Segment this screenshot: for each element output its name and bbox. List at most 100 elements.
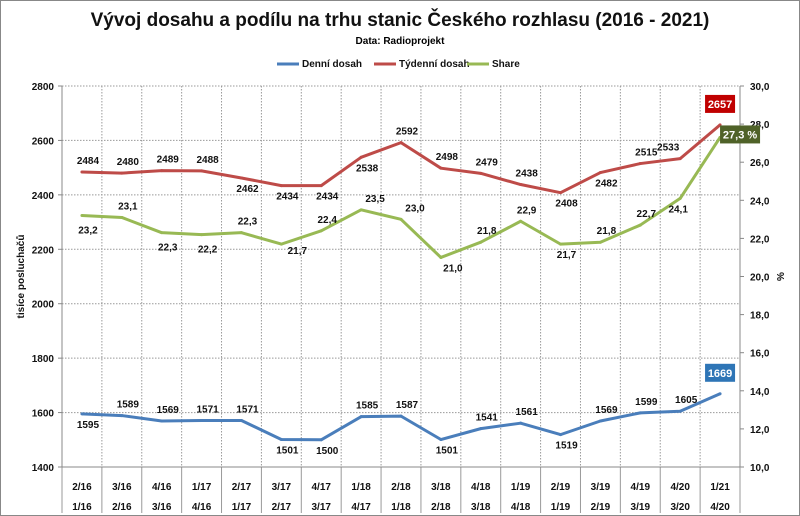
- data-label: 2434: [276, 192, 299, 203]
- data-label: 1589: [117, 400, 140, 411]
- data-point: [120, 414, 124, 418]
- data-point: [678, 157, 682, 161]
- x-tick-label-bottom: 3/19: [631, 502, 651, 513]
- data-label-callout: 27,3 %: [723, 129, 757, 141]
- legend-label: Týdenní dosah: [399, 59, 470, 70]
- data-label: 22,7: [637, 209, 657, 220]
- data-point: [718, 392, 722, 396]
- x-tick-label-top: 1/19: [511, 482, 531, 493]
- data-label: 2480: [117, 157, 140, 168]
- x-tick-label-bottom: 1/16: [72, 502, 92, 513]
- callout-box: [705, 94, 736, 113]
- data-label: 1585: [356, 401, 379, 412]
- data-point: [80, 170, 84, 174]
- data-point: [279, 438, 283, 442]
- data-label: 1605: [675, 395, 698, 406]
- data-label: 23,5: [365, 194, 385, 205]
- data-point: [479, 240, 483, 244]
- data-label: 1501: [436, 446, 459, 457]
- data-point: [678, 196, 682, 200]
- data-label: 1595: [77, 420, 100, 431]
- data-label: 22,9: [517, 205, 537, 216]
- x-tick-label-bottom: 2/17: [272, 502, 292, 513]
- data-point: [479, 171, 483, 175]
- y-axis-title: tisíce posluchačů: [15, 235, 27, 319]
- data-point: [239, 231, 243, 235]
- y2-tick-label: 30,0: [750, 82, 770, 93]
- chart-subtitle: Data: Radioprojekt: [355, 36, 445, 47]
- data-label: 2498: [436, 152, 459, 163]
- x-tick-label-bottom: 3/17: [312, 502, 332, 513]
- data-point: [359, 208, 363, 212]
- x-tick-label-bottom: 2/19: [591, 502, 611, 513]
- x-tick-label-top: 4/18: [471, 482, 491, 493]
- data-label: 2434: [316, 192, 339, 203]
- data-label: 21,7: [288, 246, 308, 257]
- data-point: [519, 219, 523, 223]
- y2-tick-label: 22,0: [750, 234, 770, 245]
- data-point: [160, 169, 164, 173]
- y2-tick-label: 26,0: [750, 158, 770, 169]
- data-point: [279, 184, 283, 188]
- x-tick-label-bottom: 2/16: [112, 502, 132, 513]
- x-tick-label-bottom: 1/18: [391, 502, 411, 513]
- x-tick-label-bottom: 4/20: [710, 502, 730, 513]
- x-tick-label-bottom: 1/17: [232, 502, 252, 513]
- x-tick-label-bottom: 3/18: [471, 502, 491, 513]
- data-point: [319, 438, 323, 442]
- data-point: [80, 214, 84, 218]
- y-tick-label: 1400: [32, 463, 55, 474]
- data-label: 1519: [555, 441, 578, 452]
- data-point: [559, 242, 563, 246]
- y2-tick-label: 16,0: [750, 349, 770, 360]
- data-label: 23,1: [118, 201, 138, 212]
- x-tick-label-top: 3/16: [112, 482, 132, 493]
- data-label: 1587: [396, 400, 419, 411]
- x-tick-label-bottom: 3/16: [152, 502, 172, 513]
- data-point: [200, 233, 204, 237]
- data-point: [638, 162, 642, 166]
- x-tick-label-top: 4/20: [670, 482, 690, 493]
- x-tick-label-top: 1/21: [710, 482, 730, 493]
- x-tick-label-top: 4/19: [631, 482, 651, 493]
- y-tick-label: 2400: [32, 191, 55, 202]
- x-tick-label-bottom: 4/17: [351, 502, 371, 513]
- y-tick-label: 1800: [32, 354, 55, 365]
- data-point: [439, 255, 443, 259]
- data-label: 22,3: [158, 243, 178, 254]
- data-label: 22,3: [238, 217, 258, 228]
- x-tick-label-top: 4/16: [152, 482, 172, 493]
- data-label: 21,8: [597, 226, 617, 237]
- data-label: 2462: [236, 184, 259, 195]
- data-label: 2592: [396, 127, 419, 138]
- x-tick-label-top: 2/16: [72, 482, 92, 493]
- data-label: 1569: [157, 405, 180, 416]
- data-label-callout: 1669: [708, 368, 732, 380]
- data-label: 1571: [196, 404, 219, 415]
- data-label: 2479: [476, 157, 499, 168]
- data-label: 1561: [516, 407, 539, 418]
- data-point: [439, 438, 443, 442]
- data-label: 2533: [657, 143, 680, 154]
- data-label-callout: 2657: [708, 99, 732, 111]
- data-point: [239, 418, 243, 422]
- data-point: [399, 217, 403, 221]
- data-point: [678, 409, 682, 413]
- data-label: 2482: [595, 179, 618, 190]
- data-point: [399, 414, 403, 418]
- data-label: 1599: [635, 397, 658, 408]
- data-point: [80, 412, 84, 416]
- data-label: 1569: [595, 405, 618, 416]
- x-tick-label-bottom: 3/20: [670, 502, 690, 513]
- chart-title: Vývoj dosahu a podílu na trhu stanic Čes…: [90, 10, 710, 31]
- x-tick-label-top: 2/17: [232, 482, 252, 493]
- data-point: [120, 215, 124, 219]
- y-tick-label: 1600: [32, 409, 55, 420]
- x-tick-label-top: 3/17: [272, 482, 292, 493]
- data-label: 2488: [196, 155, 219, 166]
- data-label: 2484: [77, 156, 100, 167]
- data-point: [319, 184, 323, 188]
- data-point: [598, 240, 602, 244]
- x-tick-label-top: 2/18: [391, 482, 411, 493]
